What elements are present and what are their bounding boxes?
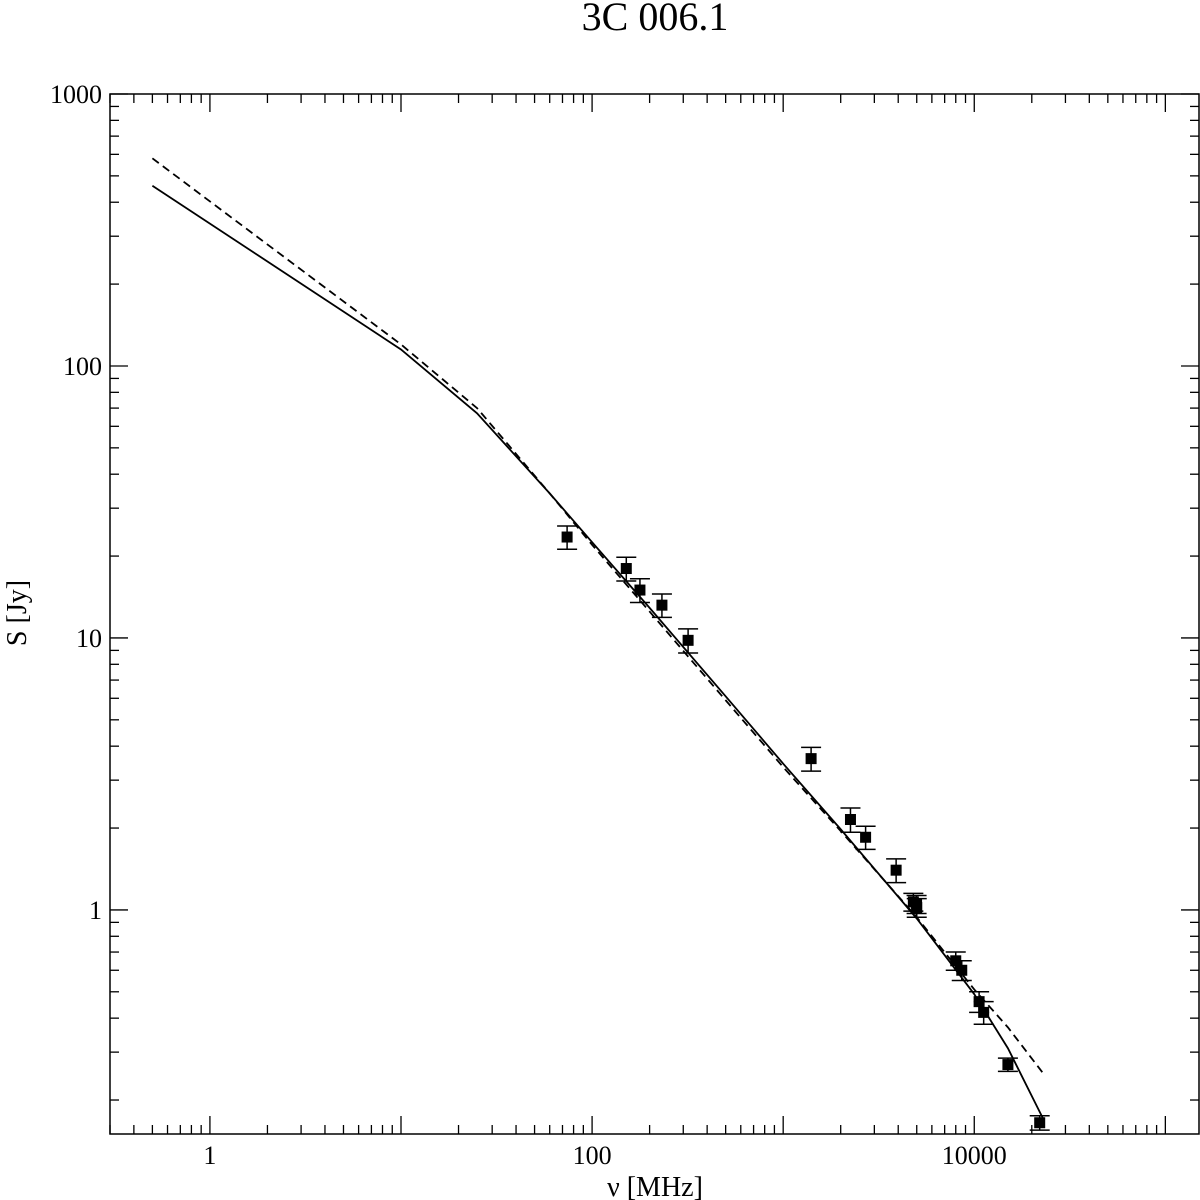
data-marker: [860, 831, 872, 843]
axis-ticks: [109, 93, 1199, 1134]
x-tick-label: 1: [203, 1141, 216, 1170]
data-point: [886, 858, 907, 884]
data-point: [855, 825, 876, 851]
data-point: [801, 746, 822, 772]
data-marker: [620, 563, 632, 575]
data-point: [906, 897, 927, 918]
x-tick-label: 10000: [942, 1141, 1007, 1170]
data-marker: [805, 753, 817, 765]
x-tick-label: 100: [573, 1141, 612, 1170]
data-point: [629, 578, 650, 604]
data-marker: [682, 634, 694, 646]
data-marker: [561, 531, 573, 543]
data-point: [616, 556, 637, 582]
chart-title: 3C 006.1: [582, 0, 729, 39]
y-tick-label: 100: [63, 352, 102, 381]
data-marker: [978, 1006, 990, 1018]
data-point: [951, 960, 972, 982]
tick-labels: 1 100 10000 1 10 100 1000: [50, 80, 1007, 1170]
model-line-solid: [151, 184, 1045, 1120]
y-tick-label: 1: [89, 896, 102, 925]
data-marker: [911, 902, 923, 914]
data-point: [678, 628, 699, 654]
data-marker: [634, 584, 646, 596]
data-point: [1029, 1115, 1050, 1131]
series-group: [151, 157, 1050, 1131]
data-marker: [1034, 1117, 1046, 1129]
data-marker: [890, 864, 902, 876]
data-marker: [844, 814, 856, 825]
y-tick-label: 10: [76, 624, 102, 653]
y-tick-label: 1000: [50, 80, 102, 109]
data-marker: [656, 599, 668, 611]
data-point: [840, 807, 861, 834]
y-axis-label: S [Jy]: [2, 580, 33, 646]
plot-frame: [109, 93, 1200, 1135]
data-point: [651, 593, 672, 619]
data-point: [997, 1057, 1018, 1073]
data-marker: [1002, 1059, 1014, 1071]
x-axis-label: ν [MHz]: [607, 1172, 703, 1200]
data-point: [973, 1000, 994, 1025]
data-point: [557, 525, 578, 550]
data-marker: [956, 964, 968, 976]
model-line-dashed: [151, 157, 1045, 1075]
